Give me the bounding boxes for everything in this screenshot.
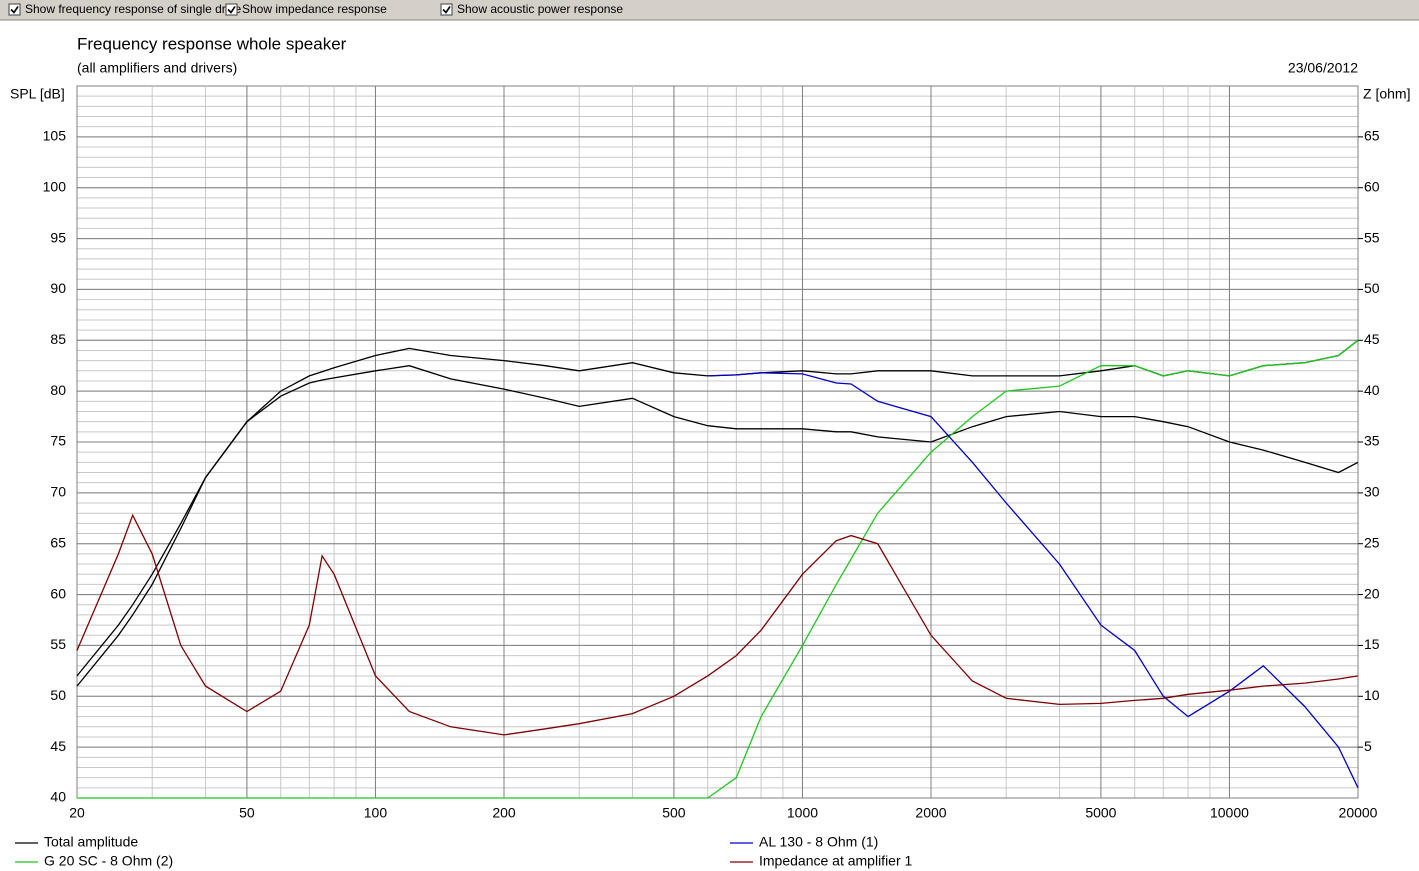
y-tick-label: 80 bbox=[50, 382, 66, 398]
checkbox-label[interactable]: Show acoustic power response bbox=[457, 2, 623, 16]
x-tick-label: 20000 bbox=[1339, 805, 1378, 821]
y2-tick-label: 25 bbox=[1364, 534, 1380, 550]
checkbox-box[interactable] bbox=[8, 3, 21, 16]
x-tick-label: 500 bbox=[662, 805, 686, 821]
y2-axis-label: Z [ohm] bbox=[1363, 86, 1410, 102]
y-tick-label: 90 bbox=[50, 280, 66, 296]
series-line bbox=[76, 365, 1359, 687]
chart-title: Frequency response whole speaker bbox=[77, 34, 347, 53]
y2-tick-label: 40 bbox=[1364, 382, 1380, 398]
series-line bbox=[77, 339, 1359, 799]
checkbox-label[interactable]: Show impedance response bbox=[242, 2, 387, 16]
checkbox-check[interactable] bbox=[10, 6, 19, 14]
legend-label: G 20 SC - 8 Ohm (2) bbox=[44, 853, 173, 869]
x-tick-label: 20 bbox=[69, 805, 85, 821]
x-tick-label: 5000 bbox=[1085, 805, 1116, 821]
checkbox-box[interactable] bbox=[440, 3, 453, 16]
y-tick-label: 60 bbox=[50, 585, 66, 601]
y2-tick-label: 50 bbox=[1364, 280, 1380, 296]
series-line bbox=[707, 372, 1359, 789]
y2-tick-label: 35 bbox=[1364, 433, 1380, 449]
checkbox[interactable]: Show acoustic power response bbox=[440, 2, 623, 16]
y-axis-label: SPL [dB] bbox=[10, 86, 65, 102]
y-tick-label: 70 bbox=[50, 484, 66, 500]
y-tick-label: 95 bbox=[50, 229, 66, 245]
chart-subtitle: (all amplifiers and drivers) bbox=[77, 60, 237, 76]
y2-tick-label: 60 bbox=[1364, 178, 1380, 194]
y2-tick-label: 30 bbox=[1364, 484, 1380, 500]
legend-label: Total amplitude bbox=[44, 834, 138, 850]
y2-tick-label: 15 bbox=[1364, 636, 1380, 652]
x-tick-label: 100 bbox=[364, 805, 388, 821]
y-tick-label: 40 bbox=[50, 789, 66, 805]
x-tick-label: 200 bbox=[492, 805, 516, 821]
checkbox-box[interactable] bbox=[225, 3, 238, 16]
y-tick-label: 85 bbox=[50, 331, 66, 347]
chart-date: 23/06/2012 bbox=[1288, 60, 1358, 76]
y-tick-label: 100 bbox=[43, 178, 67, 194]
y2-tick-label: 55 bbox=[1364, 229, 1380, 245]
x-tick-label: 10000 bbox=[1210, 805, 1249, 821]
x-tick-label: 2000 bbox=[915, 805, 946, 821]
y2-tick-label: 65 bbox=[1364, 128, 1380, 144]
checkbox-label[interactable]: Show frequency response of single drive bbox=[25, 2, 241, 16]
checkbox-check[interactable] bbox=[442, 6, 451, 14]
y2-tick-label: 10 bbox=[1364, 687, 1380, 703]
legend-label: AL 130 - 8 Ohm (1) bbox=[759, 834, 878, 850]
checkbox[interactable]: Show impedance response bbox=[225, 2, 387, 16]
checkbox[interactable]: Show frequency response of single drive bbox=[8, 2, 241, 16]
x-tick-label: 1000 bbox=[787, 805, 818, 821]
y-tick-label: 45 bbox=[50, 738, 66, 754]
toolbar bbox=[0, 0, 1419, 20]
y2-tick-label: 45 bbox=[1364, 331, 1380, 347]
y-tick-label: 50 bbox=[50, 687, 66, 703]
checkbox-check[interactable] bbox=[227, 6, 236, 14]
y2-tick-label: 5 bbox=[1364, 738, 1372, 754]
x-tick-label: 50 bbox=[239, 805, 255, 821]
y-tick-label: 105 bbox=[43, 128, 67, 144]
series-line bbox=[76, 513, 1359, 736]
y-tick-label: 55 bbox=[50, 636, 66, 652]
legend-label: Impedance at amplifier 1 bbox=[759, 853, 913, 869]
y-tick-label: 65 bbox=[50, 534, 66, 550]
y-tick-label: 75 bbox=[50, 433, 66, 449]
y2-tick-label: 20 bbox=[1364, 585, 1380, 601]
